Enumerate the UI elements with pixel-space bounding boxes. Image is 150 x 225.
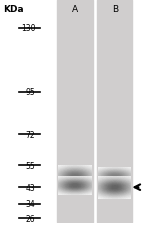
Text: 43: 43: [26, 183, 35, 192]
Text: A: A: [72, 5, 78, 14]
Text: 55: 55: [26, 161, 35, 170]
Text: 95: 95: [26, 88, 35, 97]
Text: 34: 34: [26, 199, 35, 208]
Text: KDa: KDa: [3, 5, 24, 14]
Text: 26: 26: [26, 214, 35, 223]
Text: 72: 72: [26, 130, 35, 139]
Text: B: B: [112, 5, 118, 14]
Text: 130: 130: [21, 24, 35, 33]
